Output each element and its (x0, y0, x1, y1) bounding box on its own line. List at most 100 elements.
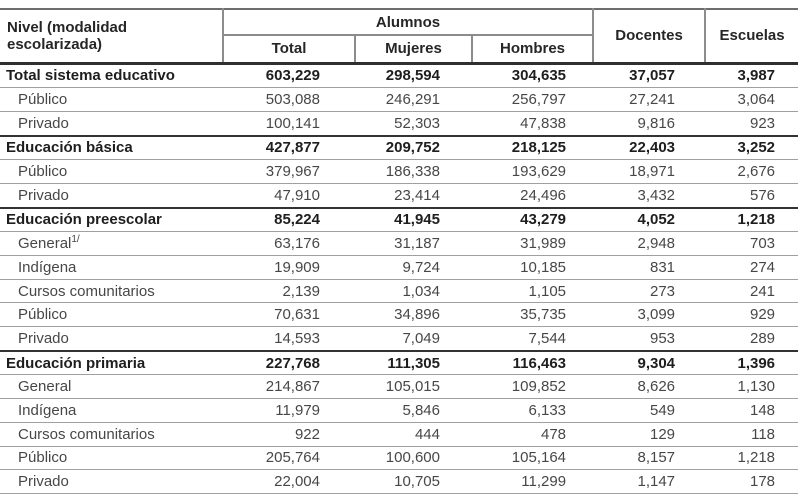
value-cell: 298,594 (355, 62, 472, 88)
value-cell: 1,218 (705, 445, 799, 470)
value-cell: 22,403 (593, 134, 706, 160)
value-cell: 3,432 (593, 182, 706, 208)
education-statistics-table: Nivel (modalidad escolarizada) Alumnos D… (0, 8, 799, 494)
value-cell: 209,752 (355, 134, 472, 160)
row-label-cell: Privado (0, 326, 223, 351)
value-cell: 9,724 (355, 255, 472, 280)
value-cell: 953 (593, 326, 706, 351)
table-row: Indígena 11,979 5,846 6,133 549 148 (0, 398, 799, 423)
value-cell: 9,816 (593, 110, 706, 136)
row-label-cell: Público (0, 445, 223, 470)
value-cell: 3,987 (705, 62, 799, 88)
value-cell: 923 (705, 110, 799, 136)
value-cell: 11,299 (472, 469, 594, 494)
value-cell: 289 (705, 326, 799, 351)
row-label-cell: General1/ (0, 231, 223, 256)
value-cell: 922 (223, 421, 355, 446)
value-cell: 19,909 (223, 255, 355, 280)
value-cell: 34,896 (355, 302, 472, 327)
row-label-cell: Privado (0, 469, 223, 494)
value-cell: 1,034 (355, 278, 472, 303)
value-cell: 2,948 (593, 231, 706, 256)
value-cell: 47,910 (223, 182, 355, 208)
row-label-cell: Educación básica (0, 134, 223, 160)
value-cell: 100,600 (355, 445, 472, 470)
table-row: General 214,867 105,015 109,852 8,626 1,130 (0, 374, 799, 399)
value-cell: 100,141 (223, 110, 355, 136)
value-cell: 576 (705, 182, 799, 208)
header-nivel: Nivel (modalidad escolarizada) (0, 9, 223, 65)
value-cell: 85,224 (223, 206, 355, 232)
row-label-cell: Cursos comunitarios (0, 278, 223, 303)
value-cell: 1,105 (472, 278, 594, 303)
value-cell: 8,157 (593, 445, 706, 470)
value-cell: 14,593 (223, 326, 355, 351)
value-cell: 41,945 (355, 206, 472, 232)
table-body: Total sistema educativo 603,229 298,594 304… (0, 62, 799, 494)
value-cell: 227,768 (223, 349, 355, 375)
value-cell: 18,971 (593, 159, 706, 184)
value-cell: 109,852 (472, 374, 594, 399)
row-label-cell: Indígena (0, 398, 223, 423)
value-cell: 8,626 (593, 374, 706, 399)
table-row: Privado 47,910 23,414 24,496 3,432 576 (0, 182, 799, 208)
row-label-cell: Privado (0, 182, 223, 208)
table-row: Cursos comunitarios 2,139 1,034 1,105 273 241 (0, 278, 799, 303)
table-row: Privado 100,141 52,303 47,838 9,816 923 (0, 110, 799, 136)
value-cell: 241 (705, 278, 799, 303)
value-cell: 7,049 (355, 326, 472, 351)
value-cell: 24,496 (472, 182, 594, 208)
table-row: Indígena 19,909 9,724 10,185 831 274 (0, 255, 799, 280)
value-cell: 2,139 (223, 278, 355, 303)
value-cell: 246,291 (355, 87, 472, 112)
value-cell: 11,979 (223, 398, 355, 423)
value-cell: 478 (472, 421, 594, 446)
header-docentes: Docentes (592, 9, 706, 65)
table-row: Público 205,764 100,600 105,164 8,157 1,218 (0, 445, 799, 470)
table-row: Educación primaria 227,768 111,305 116,463 9… (0, 349, 799, 375)
value-cell: 1,218 (705, 206, 799, 232)
value-cell: 218,125 (472, 134, 594, 160)
header-escuelas: Escuelas (704, 9, 799, 65)
value-cell: 929 (705, 302, 799, 327)
value-cell: 3,064 (705, 87, 799, 112)
value-cell: 105,164 (472, 445, 594, 470)
value-cell: 256,797 (472, 87, 594, 112)
value-cell: 214,867 (223, 374, 355, 399)
value-cell: 7,544 (472, 326, 594, 351)
row-label-cell: Público (0, 87, 223, 112)
value-cell: 9,304 (593, 349, 706, 375)
header-total: Total (222, 35, 355, 65)
value-cell: 1,147 (593, 469, 706, 494)
row-label-cell: Educación primaria (0, 349, 223, 375)
header-nivel-label: Nivel (modalidad escolarizada) (7, 18, 128, 53)
table-row: Privado 14,593 7,049 7,544 953 289 (0, 326, 799, 351)
table-row: General1/63,176 31,187 31,989 2,948 703 (0, 231, 799, 256)
value-cell: 111,305 (355, 349, 472, 375)
value-cell: 1,396 (705, 349, 799, 375)
value-cell: 23,414 (355, 182, 472, 208)
value-cell: 105,015 (355, 374, 472, 399)
value-cell: 444 (355, 421, 472, 446)
value-cell: 31,989 (472, 231, 594, 256)
header-mujeres: Mujeres (354, 35, 472, 65)
table-row: Público 503,088 246,291 256,797 27,241 3,064 (0, 87, 799, 112)
value-cell: 831 (593, 255, 706, 280)
footnote-marker: 1/ (71, 234, 80, 246)
row-label-cell: Educación preescolar (0, 206, 223, 232)
value-cell: 427,877 (223, 134, 355, 160)
value-cell: 3,252 (705, 134, 799, 160)
row-label-cell: Público (0, 159, 223, 184)
value-cell: 43,279 (472, 206, 594, 232)
value-cell: 63,176 (223, 231, 355, 256)
value-cell: 503,088 (223, 87, 355, 112)
row-label-cell: Indígena (0, 255, 223, 280)
value-cell: 6,133 (472, 398, 594, 423)
row-label-cell: Cursos comunitarios (0, 421, 223, 446)
table-header: Nivel (modalidad escolarizada) Alumnos D… (0, 9, 799, 65)
value-cell: 304,635 (472, 62, 594, 88)
row-label-cell: General (0, 374, 223, 399)
value-cell: 2,676 (705, 159, 799, 184)
value-cell: 118 (705, 421, 799, 446)
value-cell: 1,130 (705, 374, 799, 399)
